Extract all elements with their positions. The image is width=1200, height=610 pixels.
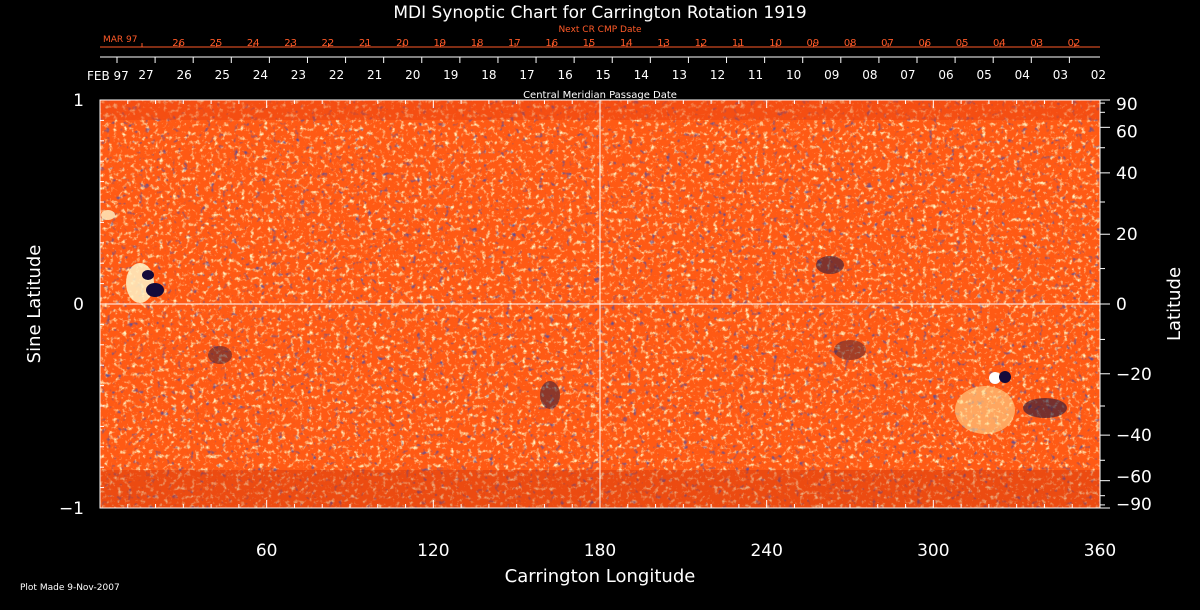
next-cmp-day-label: 11 (732, 38, 745, 49)
cmp-day-label: 22 (329, 68, 344, 82)
cmp-day-label: 12 (710, 68, 725, 82)
cmp-day-label: 05 (977, 68, 992, 82)
y-right-tick-label: −90 (1116, 495, 1152, 515)
next-cmp-axis: 26 25 24 23 22 21 20 19 18 17 16 15 14 13 12 11 10 09 08 07… (100, 38, 1100, 49)
cmp-day-label: 04 (1015, 68, 1030, 82)
cmp-day-label: 24 (253, 68, 268, 82)
active-region-west (955, 371, 1067, 434)
next-cmp-day-label: 25 (210, 38, 223, 49)
y-left-tick-label: 0 (73, 295, 84, 315)
cmp-axis-label: Central Meridian Passage Date (523, 90, 677, 101)
next-cmp-day-label: 05 (956, 38, 969, 49)
cmp-day-label: 19 (443, 68, 458, 82)
next-cmp-day-label: 18 (471, 38, 484, 49)
next-cmp-day-label: 21 (359, 38, 372, 49)
cmp-day-label: 02 (1091, 68, 1106, 82)
cmp-day-label: 11 (748, 68, 763, 82)
next-cmp-axis-label: Next CR CMP Date (558, 25, 642, 35)
next-cmp-day-label: 15 (583, 38, 596, 49)
next-cmp-month-label: MAR 97 (103, 35, 138, 45)
cmp-day-label: 15 (596, 68, 611, 82)
next-cmp-day-label: 09 (807, 38, 820, 49)
chart-title: MDI Synoptic Chart for Carrington Rotati… (393, 3, 806, 23)
x-tick-label: 120 (417, 541, 449, 561)
y-axis-right-label: Latitude (1164, 267, 1185, 341)
y-axis-right: 90 60 40 20 0 −20 −40 −60 −90 (1100, 95, 1152, 515)
next-cmp-day-label: 06 (918, 38, 931, 49)
cmp-day-label: 14 (634, 68, 649, 82)
y-axis-left-label: Sine Latitude (24, 245, 45, 364)
next-cmp-day-label: 23 (284, 38, 297, 49)
x-tick-label: 180 (584, 541, 616, 561)
next-cmp-day-label: 07 (881, 38, 894, 49)
y-right-tick-label: −40 (1116, 426, 1152, 446)
y-right-tick-label: 20 (1116, 225, 1138, 245)
y-axis-left: 1 0 −1 (59, 91, 108, 519)
next-cmp-day-label: 17 (508, 38, 521, 49)
y-left-tick-label: −1 (59, 499, 84, 519)
y-right-tick-label: 90 (1116, 95, 1138, 115)
y-left-tick-label: 1 (73, 91, 84, 111)
cmp-day-label: 20 (405, 68, 420, 82)
cmp-day-label: 17 (519, 68, 534, 82)
next-cmp-day-label: 10 (769, 38, 782, 49)
next-cmp-day-label: 14 (620, 38, 633, 49)
cmp-day-label: 16 (557, 68, 572, 82)
next-cmp-day-label: 24 (247, 38, 260, 49)
next-cmp-day-label: 19 (433, 38, 446, 49)
cmp-day-label: 26 (177, 68, 192, 82)
y-right-tick-label: −60 (1116, 468, 1152, 488)
cmp-month-label: FEB 97 (87, 69, 129, 83)
y-right-tick-label: 40 (1116, 164, 1138, 184)
next-cmp-day-label: 03 (1030, 38, 1043, 49)
next-cmp-day-label: 12 (695, 38, 708, 49)
next-cmp-day-label: 04 (993, 38, 1006, 49)
x-tick-label: 300 (917, 541, 949, 561)
x-tick-label: 240 (750, 541, 782, 561)
cmp-day-label: 18 (481, 68, 496, 82)
cmp-day-label: 23 (291, 68, 306, 82)
active-region-east (101, 210, 164, 303)
plot-made-note: Plot Made 9-Nov-2007 (20, 583, 120, 593)
x-tick-label: 360 (1084, 541, 1116, 561)
cmp-day-label: 08 (862, 68, 877, 82)
next-cmp-day-label: 08 (844, 38, 857, 49)
y-right-tick-label: 60 (1116, 122, 1138, 142)
cmp-day-label: 10 (786, 68, 801, 82)
cmp-axis: 27 26 25 24 23 22 21 20 19 18 17 16 15 14 13 12 11 10 09 08… (100, 56, 1106, 82)
cmp-day-label: 13 (672, 68, 687, 82)
cmp-day-label: 03 (1053, 68, 1068, 82)
cmp-day-label: 09 (824, 68, 839, 82)
x-axis-label: Carrington Longitude (505, 566, 696, 587)
next-cmp-day-label: 13 (657, 38, 670, 49)
cmp-day-label: 27 (138, 68, 153, 82)
next-cmp-day-label: 26 (172, 38, 185, 49)
negative-field-patches (208, 256, 866, 409)
y-right-tick-label: 0 (1116, 295, 1127, 315)
next-cmp-day-label: 16 (545, 38, 558, 49)
cmp-day-label: 06 (938, 68, 953, 82)
next-cmp-day-label: 22 (322, 38, 335, 49)
x-tick-label: 60 (256, 541, 278, 561)
next-cmp-day-label: 20 (396, 38, 409, 49)
x-axis: 60 120 180 240 300 360 (127, 100, 1116, 561)
y-right-tick-label: −20 (1116, 365, 1152, 385)
next-cmp-day-label: 02 (1068, 38, 1081, 49)
cmp-day-label: 25 (215, 68, 230, 82)
cmp-day-label: 07 (900, 68, 915, 82)
cmp-day-label: 21 (367, 68, 382, 82)
